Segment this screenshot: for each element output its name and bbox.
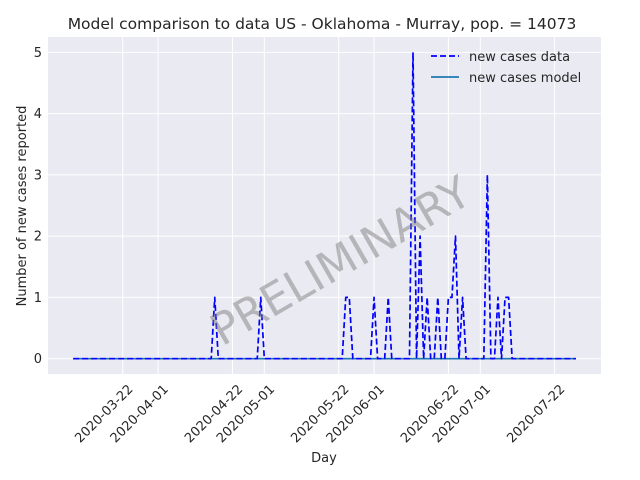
y-tick-label: 5 [34, 46, 42, 61]
legend-label-model: new cases model [469, 71, 581, 86]
y-tick-label: 4 [34, 107, 42, 122]
plot-area [48, 37, 601, 374]
series-layer [73, 51, 576, 360]
series-line-new-cases-data [73, 51, 576, 360]
y-tick-label: 1 [34, 291, 42, 306]
grid-lines [48, 37, 601, 374]
x-tick-label: 2020-07-22 [504, 382, 568, 446]
x-axis-label: Day [311, 451, 337, 466]
y-tick-label: 2 [34, 230, 42, 245]
y-tick-label: 0 [34, 352, 42, 367]
legend-label-data: new cases data [469, 50, 570, 65]
chart-title: Model comparison to data US - Oklahoma -… [68, 15, 577, 33]
legend: new cases data new cases model [431, 50, 581, 86]
y-tick-label: 3 [34, 168, 42, 183]
y-axis-label: Number of new cases reported [15, 106, 30, 307]
